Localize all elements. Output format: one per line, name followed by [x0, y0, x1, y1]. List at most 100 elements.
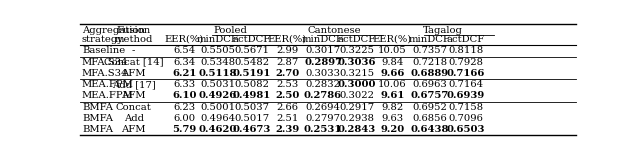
Text: 0.3022: 0.3022	[339, 91, 374, 100]
Text: 2.66: 2.66	[276, 103, 298, 112]
Text: 0.6503: 0.6503	[447, 125, 485, 134]
Text: 0.7166: 0.7166	[447, 69, 485, 78]
Text: 0.7357: 0.7357	[412, 46, 447, 55]
Text: 0.6438: 0.6438	[410, 125, 449, 134]
Text: 0.6963: 0.6963	[412, 80, 447, 89]
Text: MEA.FPM: MEA.FPM	[82, 91, 134, 100]
Text: 0.6856: 0.6856	[412, 114, 447, 123]
Text: method: method	[115, 35, 153, 44]
Text: 2.39: 2.39	[275, 125, 300, 134]
Text: 0.6757: 0.6757	[410, 91, 449, 100]
Text: AFM: AFM	[122, 125, 146, 134]
Text: 2.53: 2.53	[276, 80, 298, 89]
Text: 0.2694: 0.2694	[305, 103, 340, 112]
Text: 0.5031: 0.5031	[200, 80, 236, 89]
Text: 0.5001: 0.5001	[200, 103, 236, 112]
Text: 6.10: 6.10	[172, 91, 196, 100]
Text: 0.5017: 0.5017	[234, 114, 269, 123]
Text: 0.8118: 0.8118	[448, 46, 483, 55]
Text: 0.5348: 0.5348	[200, 58, 236, 67]
Text: 0.6952: 0.6952	[412, 103, 447, 112]
Text: MEA.FPM: MEA.FPM	[82, 80, 134, 89]
Text: 0.5037: 0.5037	[235, 103, 269, 112]
Text: 0.7164: 0.7164	[449, 80, 483, 89]
Text: 0.4673: 0.4673	[233, 125, 271, 134]
Text: 5.79: 5.79	[172, 125, 196, 134]
Text: 9.20: 9.20	[380, 125, 404, 134]
Text: 0.6939: 0.6939	[447, 91, 485, 100]
Text: Add: Add	[124, 114, 143, 123]
Text: -: -	[132, 46, 135, 55]
Text: Concat [14]: Concat [14]	[104, 58, 163, 67]
Text: 0.2843: 0.2843	[338, 125, 376, 134]
Text: BMFA: BMFA	[82, 103, 113, 112]
Text: 0.5082: 0.5082	[235, 80, 269, 89]
Text: 0.4964: 0.4964	[200, 114, 236, 123]
Text: Baseline: Baseline	[82, 46, 125, 55]
Text: Add [17]: Add [17]	[112, 80, 156, 89]
Text: 0.2897: 0.2897	[304, 58, 342, 67]
Text: actDCF: actDCF	[233, 35, 271, 44]
Text: minDCF: minDCF	[302, 35, 344, 44]
Text: 0.3036: 0.3036	[337, 58, 376, 67]
Text: Pooled: Pooled	[214, 26, 248, 35]
Text: 0.2938: 0.2938	[339, 114, 374, 123]
Text: MFA.S34: MFA.S34	[82, 69, 129, 78]
Text: 9.84: 9.84	[381, 58, 404, 67]
Text: 0.2531: 0.2531	[304, 125, 342, 134]
Text: 0.7928: 0.7928	[449, 58, 483, 67]
Text: 0.4981: 0.4981	[233, 91, 271, 100]
Text: 2.87: 2.87	[276, 58, 298, 67]
Text: minDCF: minDCF	[197, 35, 239, 44]
Text: 6.33: 6.33	[173, 80, 195, 89]
Text: 0.5505: 0.5505	[200, 46, 236, 55]
Text: strategy: strategy	[82, 35, 124, 44]
Text: 9.82: 9.82	[381, 103, 404, 112]
Text: 0.5482: 0.5482	[234, 58, 269, 67]
Text: 0.4926: 0.4926	[199, 91, 237, 100]
Text: minDCF: minDCF	[409, 35, 451, 44]
Text: actDCF: actDCF	[447, 35, 485, 44]
Text: AFM: AFM	[122, 69, 146, 78]
Text: 0.3033: 0.3033	[305, 69, 340, 78]
Text: 2.50: 2.50	[275, 91, 300, 100]
Text: 6.54: 6.54	[173, 46, 195, 55]
Text: Fusion: Fusion	[116, 26, 150, 35]
Text: 0.3215: 0.3215	[339, 69, 374, 78]
Text: 0.5118: 0.5118	[198, 69, 237, 78]
Text: 6.34: 6.34	[173, 58, 195, 67]
Text: 0.2797: 0.2797	[305, 114, 340, 123]
Text: 2.99: 2.99	[276, 46, 298, 55]
Text: 0.2917: 0.2917	[339, 103, 374, 112]
Text: 0.3017: 0.3017	[305, 46, 340, 55]
Text: 0.6889: 0.6889	[411, 69, 449, 78]
Text: 6.21: 6.21	[172, 69, 196, 78]
Text: Aggregation: Aggregation	[82, 26, 145, 35]
Text: 10.06: 10.06	[378, 80, 407, 89]
Text: 9.66: 9.66	[380, 69, 404, 78]
Text: 0.2786: 0.2786	[304, 91, 342, 100]
Text: 2.70: 2.70	[275, 69, 300, 78]
Text: 2.51: 2.51	[276, 114, 298, 123]
Text: BMFA: BMFA	[82, 114, 113, 123]
Text: AFM: AFM	[122, 91, 146, 100]
Text: actDCF: actDCF	[338, 35, 376, 44]
Text: BMFA: BMFA	[82, 125, 113, 134]
Text: 0.7158: 0.7158	[449, 103, 483, 112]
Text: Tagalog: Tagalog	[422, 26, 463, 35]
Text: 9.63: 9.63	[381, 114, 404, 123]
Text: 9.61: 9.61	[380, 91, 404, 100]
Text: 10.05: 10.05	[378, 46, 407, 55]
Text: Cantonese: Cantonese	[308, 26, 361, 35]
Text: 6.00: 6.00	[173, 114, 195, 123]
Text: 0.7096: 0.7096	[449, 114, 483, 123]
Text: 0.2832: 0.2832	[305, 80, 340, 89]
Text: 0.5671: 0.5671	[235, 46, 269, 55]
Text: EER(%): EER(%)	[373, 35, 412, 44]
Text: MFA.S34: MFA.S34	[82, 58, 129, 67]
Text: Concat: Concat	[116, 103, 152, 112]
Text: 0.3000: 0.3000	[337, 80, 376, 89]
Text: 0.7218: 0.7218	[412, 58, 447, 67]
Text: 0.5191: 0.5191	[233, 69, 271, 78]
Text: 0.4620: 0.4620	[198, 125, 237, 134]
